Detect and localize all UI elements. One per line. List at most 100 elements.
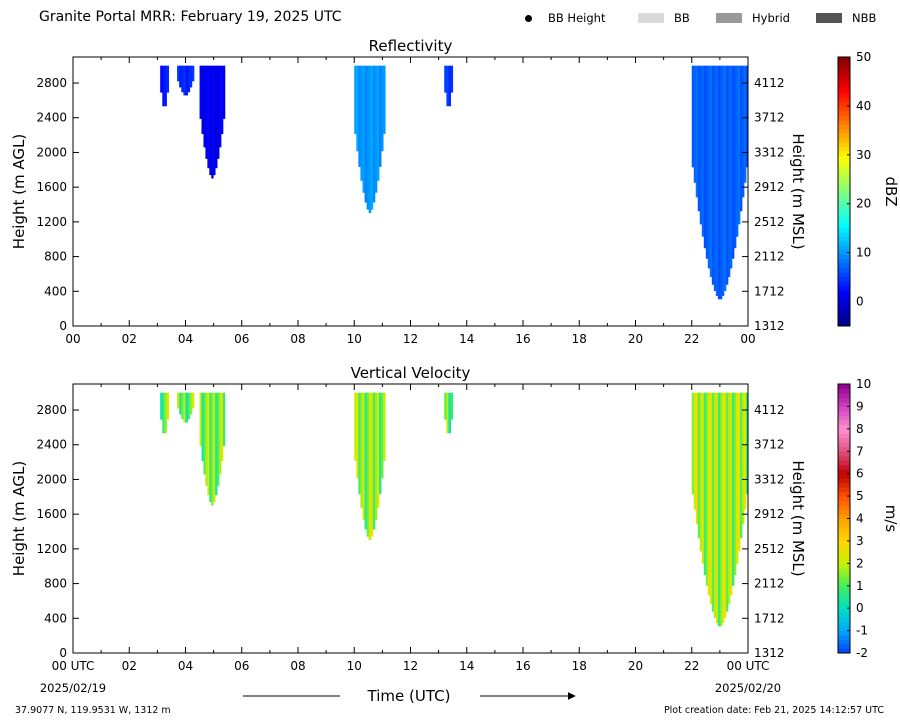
colorbar-segment xyxy=(838,428,850,434)
echo-strip xyxy=(731,65,735,259)
colorbar-segment xyxy=(838,617,850,623)
y-tick-label: 800 xyxy=(44,577,67,591)
colorbar-segment xyxy=(838,415,850,421)
echo-strip xyxy=(711,65,715,285)
colorbar-segment xyxy=(838,106,850,112)
legend-label-hybrid: Hybrid xyxy=(752,11,790,25)
y-tick-label: 0 xyxy=(59,646,67,660)
echo-strip xyxy=(203,392,206,475)
echo-strip xyxy=(701,392,705,564)
colorbar-segment xyxy=(838,294,850,300)
x-tick-label: 06 xyxy=(234,659,249,673)
colorbar-segment xyxy=(838,563,850,569)
echo-strip xyxy=(376,65,380,181)
colorbar-tick-label: 7 xyxy=(856,444,864,458)
echo-strip xyxy=(737,65,741,225)
echo-strip xyxy=(187,392,191,420)
hybrid-swatch-icon xyxy=(716,13,742,23)
colorbar-tick-label: 20 xyxy=(856,197,871,211)
echo-strip xyxy=(205,65,208,159)
echo-strip xyxy=(721,392,725,624)
echo-strip xyxy=(370,65,374,210)
echo-strip xyxy=(743,65,747,183)
panel-title: Reflectivity xyxy=(369,37,453,55)
colorbar-segment xyxy=(838,433,850,439)
colorbar-tick-label: 6 xyxy=(856,467,864,481)
colorbar-tick-label: 40 xyxy=(856,99,871,113)
colorbar-segment xyxy=(838,464,850,470)
echo-strip xyxy=(191,392,195,409)
colorbar-segment xyxy=(838,478,850,484)
echo-strip xyxy=(379,65,382,167)
colorbar-segment xyxy=(838,572,850,578)
colorbar-segment xyxy=(838,155,850,161)
colorbar-segment xyxy=(838,487,850,493)
echo-strip xyxy=(207,65,210,169)
colorbar-segment xyxy=(838,137,850,143)
echo-strip xyxy=(379,392,382,494)
x-tick-label: 02 xyxy=(122,659,137,673)
colorbar-segment xyxy=(838,227,850,233)
colorbar-segment xyxy=(838,110,850,116)
colorbar-segment xyxy=(838,500,850,506)
echo-strip xyxy=(207,392,210,496)
echo-strip xyxy=(705,65,709,259)
y-right-tick-label: 1712 xyxy=(754,611,785,625)
echo-strip xyxy=(358,392,361,494)
x-tick-label: 04 xyxy=(178,659,193,673)
echo-strip xyxy=(362,65,365,193)
colorbar-segment xyxy=(838,514,850,519)
y-right-tick-label: 2112 xyxy=(754,577,785,591)
legend-item-bb-height: BB Height xyxy=(520,11,605,25)
colorbar-segment xyxy=(838,612,850,618)
colorbar-segment xyxy=(838,558,850,564)
colorbar-segment xyxy=(838,581,850,587)
echo-strip xyxy=(697,392,701,539)
y-right-tick-label: 2912 xyxy=(754,180,785,194)
echo-strip xyxy=(729,392,733,596)
colorbar-tick-label: 1 xyxy=(856,579,864,593)
echo-strip xyxy=(448,392,451,434)
x-tick-label: 12 xyxy=(403,659,418,673)
echo-strip xyxy=(356,392,359,479)
echo-strip xyxy=(713,392,717,619)
echo-column-2 xyxy=(177,392,195,423)
y-tick-label: 400 xyxy=(44,284,67,298)
echo-column-4 xyxy=(354,392,386,541)
legend-item-nbb: NBB xyxy=(816,11,876,25)
colorbar-segment xyxy=(838,160,850,166)
colorbar-segment xyxy=(838,276,850,282)
colorbar-segment xyxy=(838,182,850,188)
colorbar-segment xyxy=(838,437,850,443)
y-tick-label: 400 xyxy=(44,611,67,625)
y-right-tick-label: 3312 xyxy=(754,145,785,159)
y-tick-label: 800 xyxy=(44,250,67,264)
echo-strip xyxy=(733,65,737,249)
echo-strip xyxy=(220,65,224,135)
colorbar-segment xyxy=(838,626,850,632)
colorbar-segment xyxy=(838,522,850,528)
x-tick-label: 22 xyxy=(684,332,699,346)
echo-strip xyxy=(191,65,195,82)
echo-strip xyxy=(711,392,715,612)
colorbar-segment xyxy=(838,254,850,260)
y-right-tick-label: 3712 xyxy=(754,438,785,452)
echo-column-1 xyxy=(160,392,170,434)
echo-strip xyxy=(372,392,376,530)
colorbar-segment xyxy=(838,621,850,627)
colorbar-segment xyxy=(838,79,850,85)
echo-strip xyxy=(745,392,749,495)
colorbar-segment xyxy=(838,540,850,546)
echo-strip xyxy=(691,392,695,495)
colorbar-segment xyxy=(838,209,850,215)
colorbar-segment xyxy=(838,424,850,430)
y-tick-label: 1200 xyxy=(36,542,67,556)
echo-strip xyxy=(360,65,363,181)
echo-strip xyxy=(209,65,212,176)
colorbar-tick-label: 3 xyxy=(856,534,864,548)
echo-strip xyxy=(699,392,703,552)
echo-strip xyxy=(719,65,723,300)
colorbar-segment xyxy=(838,608,850,614)
bb-height-marker-icon xyxy=(525,14,532,22)
echo-strip xyxy=(383,65,386,134)
